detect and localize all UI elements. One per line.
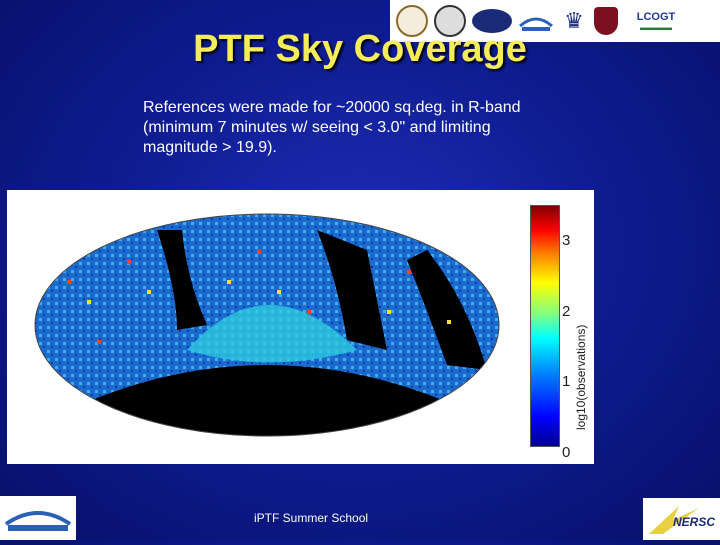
partner-logos-strip: ♛ LCOGT ▬▬▬▬ (390, 0, 720, 42)
crown-logo-icon: ♛ (564, 8, 584, 33)
colorbar (530, 205, 560, 447)
berkeley-lab-logo (0, 496, 76, 540)
slide-title: PTF Sky Coverage (193, 28, 527, 70)
institute-seal-icon (434, 5, 466, 37)
lcogt-logo-sub: ▬▬▬▬ (640, 22, 672, 32)
nersc-logo: NERSC (643, 498, 720, 540)
colorbar-label: log10(observations) (574, 324, 588, 430)
lcogt-logo-text: LCOGT (636, 10, 676, 23)
colorbar-tick-0: 0 (562, 444, 571, 461)
observatory-logo-icon (472, 9, 512, 33)
footer-text: iPTF Summer School (254, 511, 369, 525)
slide-body-text: References were made for ~20000 sq.deg. … (143, 99, 521, 156)
colorbar-tick-3: 3 (562, 232, 571, 249)
university-shield-icon (594, 7, 618, 35)
university-seal-icon (396, 5, 428, 37)
sky-map (34, 213, 500, 437)
lcogt-logo: LCOGT ▬▬▬▬ (624, 6, 688, 36)
colorbar-tick-1: 1 (562, 373, 571, 390)
sky-coverage-figure: 3 2 1 0 log10(observations) (7, 190, 594, 464)
colorbar-tick-2: 2 (562, 303, 571, 320)
nersc-logo-text: NERSC (673, 515, 715, 529)
berkeley-lab-small-logo-icon (518, 8, 554, 34)
